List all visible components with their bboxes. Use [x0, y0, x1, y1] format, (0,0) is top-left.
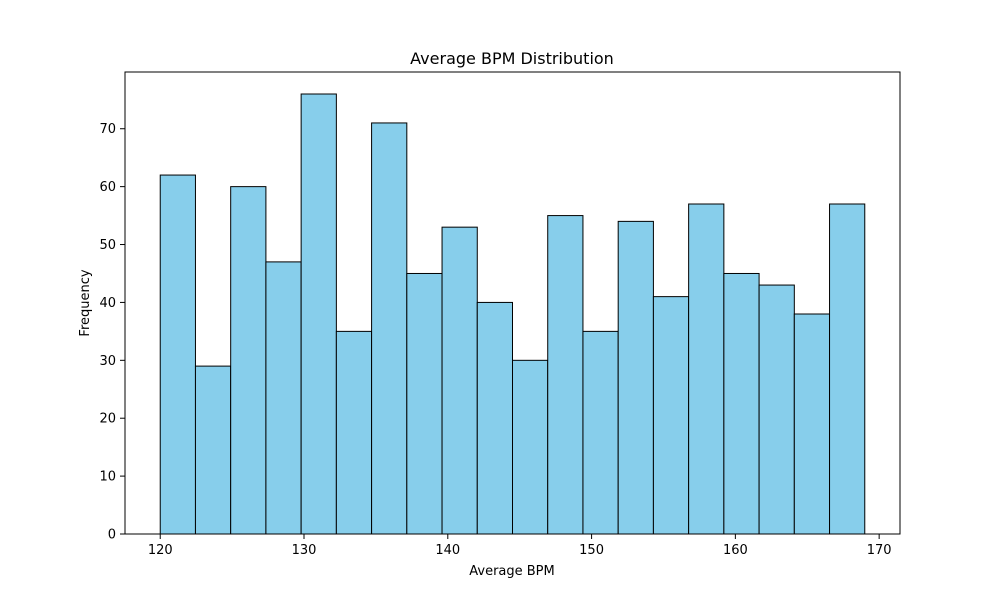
plot-frame [124, 71, 901, 535]
histogram-bar [793, 313, 831, 535]
histogram-bar [688, 203, 725, 535]
y-axis-ticks: 0 10 20 30 40 50 60 70 [99, 122, 125, 543]
x-axis-label: Average BPM [469, 564, 555, 579]
histogram-bar [476, 301, 514, 535]
histogram-bar [829, 203, 866, 535]
histogram-bar [300, 93, 337, 535]
histogram-bar [441, 226, 478, 535]
histogram-bar [512, 359, 549, 535]
x-tick-label: 160 [723, 543, 748, 558]
histogram-bar [758, 284, 795, 535]
histogram-bar [265, 261, 302, 535]
histogram-bar [617, 220, 654, 535]
chart-title: Average BPM Distribution [410, 49, 614, 68]
x-tick-label: 120 [148, 543, 173, 558]
x-tick-label: 150 [579, 543, 604, 558]
x-tick-label: 140 [435, 543, 460, 558]
histogram-bar [194, 365, 232, 535]
histogram-bar [547, 215, 584, 535]
histogram-bar [723, 272, 760, 535]
y-tick-label: 50 [99, 238, 116, 253]
y-axis-label: Frequency [78, 269, 93, 336]
y-tick-label: 70 [99, 122, 116, 137]
y-tick-label: 10 [99, 470, 116, 485]
histogram-bar [652, 296, 690, 535]
histogram-bar [582, 330, 619, 535]
y-tick-label: 20 [99, 412, 116, 427]
histogram-bar [230, 186, 267, 535]
x-axis-ticks: 120 130 140 150 160 170 [148, 534, 892, 558]
bars-group [159, 93, 866, 535]
y-tick-label: 40 [99, 296, 116, 311]
histogram-bar [371, 122, 408, 535]
x-tick-label: 170 [867, 543, 892, 558]
histogram-bar [159, 174, 196, 535]
y-tick-label: 60 [99, 180, 116, 195]
y-tick-label: 0 [108, 528, 116, 543]
histogram-bar [406, 272, 443, 535]
x-tick-label: 130 [292, 543, 317, 558]
histogram-bar [335, 330, 373, 535]
y-tick-label: 30 [99, 354, 116, 369]
